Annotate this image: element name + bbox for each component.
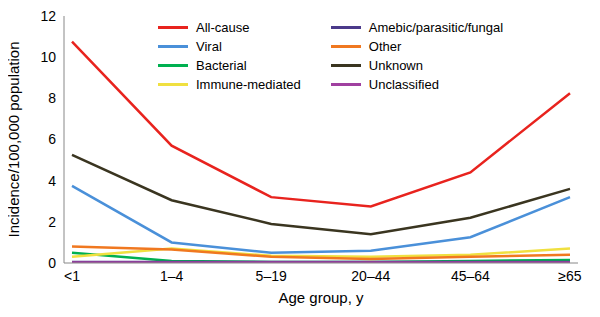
svg-text:20–44: 20–44 bbox=[351, 268, 390, 284]
svg-text:2: 2 bbox=[48, 214, 56, 230]
html-text:Unclassified: Unclassified bbox=[368, 77, 439, 92]
svg-text:6: 6 bbox=[48, 131, 56, 147]
svg-text:0: 0 bbox=[48, 255, 56, 271]
svg-text:Incidence/100,000 population: Incidence/100,000 population bbox=[8, 42, 22, 238]
html-text:Bacterial: Bacterial bbox=[196, 58, 247, 73]
html-text:Viral: Viral bbox=[196, 39, 222, 54]
html-text:Amebic/parasitic/fungal: Amebic/parasitic/fungal bbox=[368, 20, 504, 35]
svg-text:12: 12 bbox=[40, 8, 56, 24]
svg-text:Age group, y: Age group, y bbox=[278, 289, 364, 306]
html-text:Other: Other bbox=[368, 39, 402, 54]
svg-text:4: 4 bbox=[48, 173, 56, 189]
svg-text:≥65: ≥65 bbox=[558, 268, 581, 284]
html-text:All-cause: All-cause bbox=[196, 20, 250, 35]
html-text:Unknown: Unknown bbox=[368, 58, 423, 73]
svg-text:10: 10 bbox=[40, 49, 56, 65]
svg-text:45–64: 45–64 bbox=[451, 268, 490, 284]
svg-text:5–19: 5–19 bbox=[256, 268, 287, 284]
html-text:Immune-mediated: Immune-mediated bbox=[196, 77, 301, 92]
svg-text:<1: <1 bbox=[64, 268, 80, 284]
svg-text:1–4: 1–4 bbox=[160, 268, 184, 284]
svg-text:8: 8 bbox=[48, 90, 56, 106]
